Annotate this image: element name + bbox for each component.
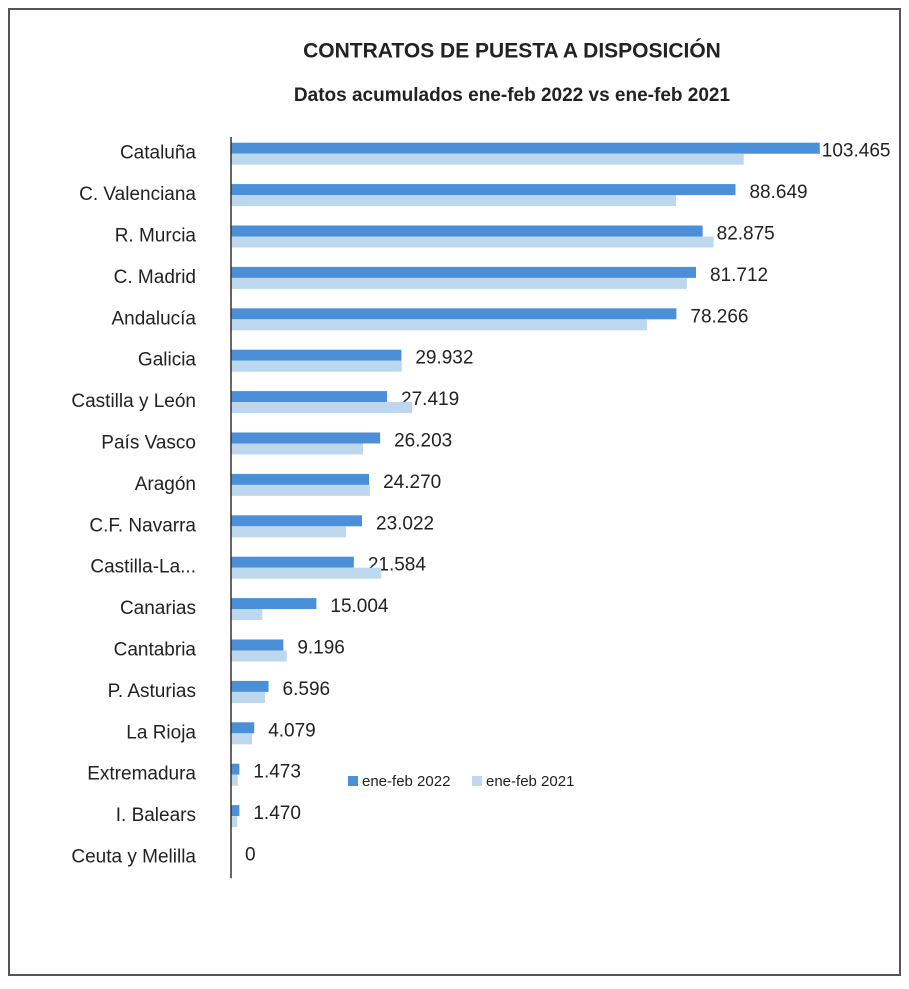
value-label: 1.470: [253, 803, 301, 824]
category-label: C.F. Navarra: [89, 515, 196, 536]
value-label: 24.270: [383, 472, 441, 493]
bar: [231, 680, 269, 692]
value-label: 29.932: [415, 348, 473, 369]
bar: [231, 567, 382, 579]
category-label: I. Balears: [116, 805, 196, 826]
frame: [8, 8, 901, 976]
bar: [231, 816, 238, 828]
category-label: La Rioja: [126, 722, 196, 743]
legend-label: ene-feb 2021: [486, 773, 574, 790]
chart-title: CONTRATOS DE PUESTA A DISPOSICIÓN: [303, 39, 721, 63]
value-label: 27.419: [401, 389, 459, 410]
bar: [231, 277, 687, 289]
bar: [231, 805, 240, 817]
value-label: 0: [245, 845, 256, 866]
bar: [231, 526, 346, 538]
bar: [231, 360, 402, 372]
value-label: 15.004: [330, 596, 389, 617]
bar: [231, 432, 381, 444]
category-label: Castilla-La...: [90, 557, 196, 578]
bar: [231, 184, 736, 196]
bar: [231, 195, 677, 207]
bar: [231, 639, 284, 651]
bar: [231, 266, 697, 278]
category-label: Aragón: [135, 474, 196, 495]
bar: [231, 598, 317, 610]
category-label: Andalucía: [111, 308, 196, 329]
bar: [231, 556, 354, 568]
bar: [231, 402, 412, 414]
value-label: 23.022: [376, 513, 434, 534]
category-label: P. Asturias: [108, 681, 196, 702]
category-label: Ceuta y Melilla: [71, 847, 196, 868]
bar: [231, 443, 364, 455]
bar: [231, 722, 255, 734]
value-label: 21.584: [368, 555, 427, 576]
value-label: 103.465: [822, 141, 891, 162]
bar: [231, 236, 714, 248]
bar: [231, 763, 240, 775]
bar: [231, 473, 370, 485]
bar: [231, 691, 266, 703]
bar: [231, 774, 238, 786]
bar: [231, 609, 263, 621]
bar: [231, 650, 287, 662]
category-label: C. Valenciana: [79, 184, 196, 205]
bar: [231, 484, 370, 496]
bar: [231, 349, 402, 361]
category-label: Cataluña: [120, 143, 196, 164]
value-label: 81.712: [710, 265, 768, 286]
category-label: R. Murcia: [115, 226, 197, 247]
bar: [231, 142, 820, 154]
bar: [231, 225, 703, 237]
chart-subtitle: Datos acumulados ene-feb 2022 vs ene-feb…: [294, 85, 731, 106]
category-label: Galicia: [138, 350, 197, 371]
category-label: Extremadura: [87, 764, 196, 785]
bar: [231, 515, 363, 527]
category-label: Castilla y León: [71, 391, 196, 412]
category-label: Cantabria: [114, 640, 197, 661]
bar: [231, 308, 677, 320]
bar: [231, 733, 253, 745]
value-label: 78.266: [690, 306, 748, 327]
legend-swatch: [348, 776, 358, 786]
value-label: 1.473: [253, 762, 301, 783]
bar: [231, 391, 388, 403]
category-label: País Vasco: [101, 433, 196, 454]
value-label: 88.649: [749, 182, 807, 203]
value-label: 6.596: [283, 679, 331, 700]
category-label: C. Madrid: [114, 267, 196, 288]
bar: [231, 153, 744, 165]
legend-label: ene-feb 2022: [362, 773, 450, 790]
category-label: Canarias: [120, 598, 196, 619]
value-label: 9.196: [297, 638, 345, 659]
value-label: 26.203: [394, 431, 452, 452]
bar: [231, 319, 648, 331]
value-label: 4.079: [268, 720, 316, 741]
legend-swatch: [472, 776, 482, 786]
value-label: 82.875: [717, 224, 775, 245]
